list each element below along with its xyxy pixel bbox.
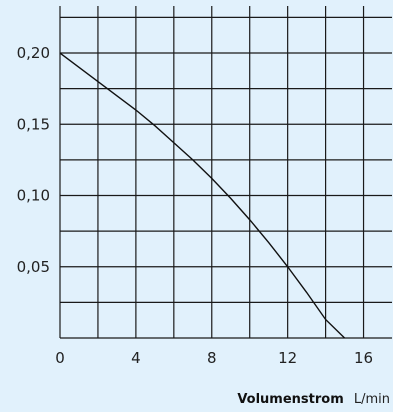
series-line-1 — [59, 52, 346, 339]
y-tick-label-0,05: 0,05 — [17, 258, 50, 276]
y-tick-label-0,10: 0,10 — [17, 187, 50, 205]
x-tick-label-12: 12 — [278, 349, 297, 367]
x-tick-label-8: 8 — [207, 349, 217, 367]
axes — [59, 6, 392, 339]
y-tick-label-0,15: 0,15 — [17, 115, 50, 133]
x-axis-label-unit: L/min — [354, 392, 390, 407]
tick-labels: 0 4 8 12 16 0,05 0,10 0,15 0,20 — [17, 44, 373, 367]
x-tick-label-16: 16 — [354, 349, 373, 367]
x-axis-label: Volumenstrom L/min — [237, 388, 390, 407]
x-tick-label-0: 0 — [55, 349, 65, 367]
y-tick-label-0,20: 0,20 — [17, 44, 50, 62]
x-tick-label-4: 4 — [131, 349, 141, 367]
grid — [60, 6, 392, 338]
x-axis-label-name: Volumenstrom — [237, 392, 343, 407]
series-layer — [59, 52, 346, 339]
